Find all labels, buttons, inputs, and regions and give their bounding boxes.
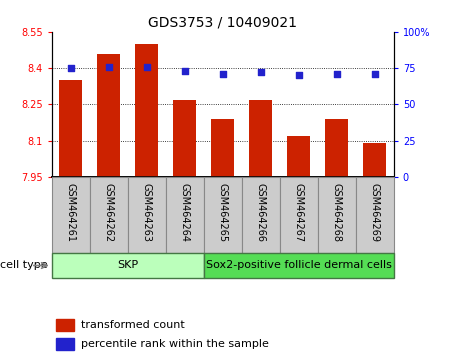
- Text: GSM464266: GSM464266: [256, 183, 266, 242]
- Point: [181, 68, 189, 74]
- Bar: [288, 136, 310, 177]
- Title: GDS3753 / 10409021: GDS3753 / 10409021: [148, 15, 297, 29]
- Text: GSM464264: GSM464264: [180, 183, 190, 242]
- Bar: [356, 177, 394, 253]
- Text: Sox2-positive follicle dermal cells: Sox2-positive follicle dermal cells: [206, 261, 392, 270]
- Point: [143, 64, 150, 69]
- Bar: [242, 177, 280, 253]
- Bar: [204, 253, 394, 278]
- Text: GSM464267: GSM464267: [294, 183, 304, 242]
- Point: [67, 65, 74, 71]
- Bar: [166, 177, 204, 253]
- Text: GSM464263: GSM464263: [142, 183, 152, 242]
- Bar: [212, 119, 234, 177]
- Point: [257, 70, 264, 75]
- Point: [371, 71, 378, 77]
- Bar: [128, 177, 166, 253]
- Text: percentile rank within the sample: percentile rank within the sample: [81, 339, 269, 349]
- Text: GSM464268: GSM464268: [332, 183, 342, 242]
- Text: GSM464265: GSM464265: [218, 183, 228, 242]
- Bar: [59, 80, 82, 177]
- Bar: [318, 177, 356, 253]
- Bar: [280, 177, 318, 253]
- Bar: [52, 253, 204, 278]
- Bar: [57, 338, 74, 350]
- Bar: [90, 177, 128, 253]
- Bar: [173, 99, 196, 177]
- Bar: [249, 99, 272, 177]
- Point: [295, 73, 302, 78]
- Text: transformed count: transformed count: [81, 320, 185, 330]
- Text: cell type: cell type: [0, 261, 48, 270]
- Bar: [97, 54, 120, 177]
- Point: [105, 64, 112, 69]
- Text: SKP: SKP: [117, 261, 138, 270]
- Text: GSM464269: GSM464269: [370, 183, 380, 242]
- Bar: [52, 177, 90, 253]
- Bar: [57, 319, 74, 331]
- Bar: [135, 44, 158, 177]
- Bar: [325, 119, 348, 177]
- Bar: [204, 177, 242, 253]
- Point: [333, 71, 340, 77]
- Text: GSM464261: GSM464261: [66, 183, 76, 242]
- Point: [219, 71, 226, 77]
- Text: GSM464262: GSM464262: [104, 183, 114, 242]
- Bar: [363, 143, 386, 177]
